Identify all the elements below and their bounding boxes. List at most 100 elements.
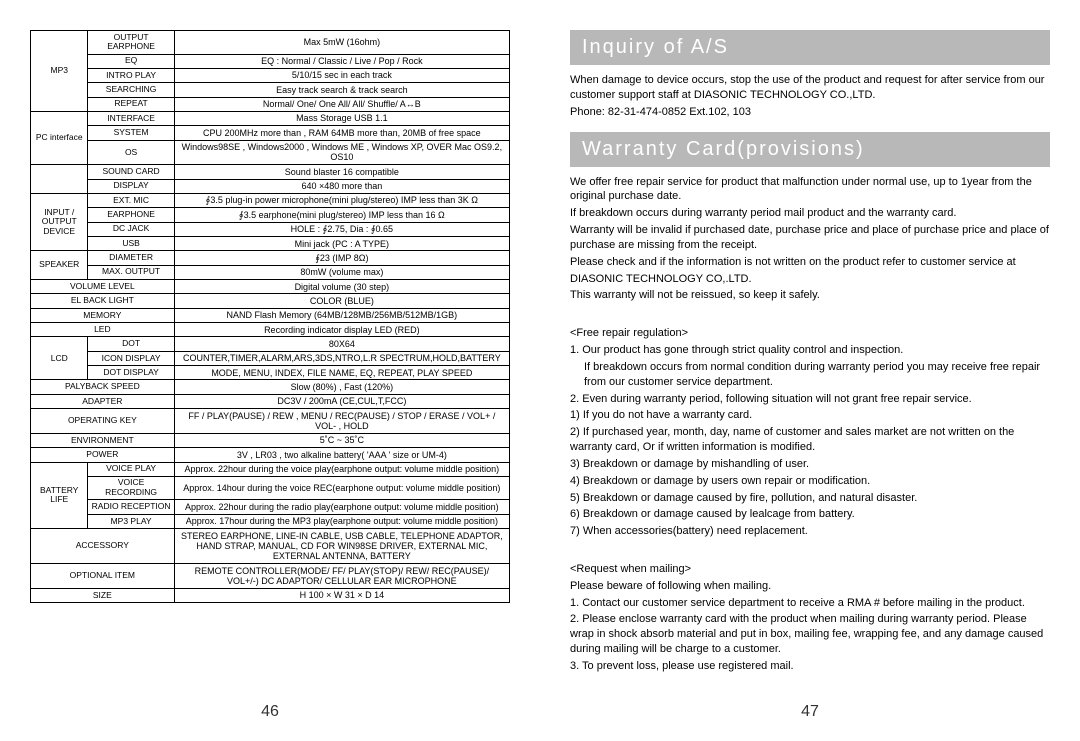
spec-category: LCD <box>31 337 88 380</box>
table-row: SEARCHINGEasy track search & track searc… <box>31 83 510 97</box>
spec-value: ∮23 (IMP 8Ω) <box>174 251 509 265</box>
warranty-body: We offer free repair service for product… <box>570 173 1050 676</box>
inquiry-body: When damage to device occurs, stop the u… <box>570 71 1050 122</box>
spec-value: Digital volume (30 step) <box>174 280 509 294</box>
spec-label: OPTIONAL ITEM <box>31 564 175 589</box>
body-line: Warranty will be invalid if purchased da… <box>570 223 1050 253</box>
spec-value: Slow (80%) , Fast (120%) <box>174 380 509 394</box>
spec-value: Sound blaster 16 compatible <box>174 165 509 179</box>
table-row: DISPLAY640 ×480 more than <box>31 179 510 193</box>
spec-value: ∮3.5 plug-in power microphone(mini plug/… <box>174 193 509 207</box>
section-header-inquiry: Inquiry of A/S <box>570 30 1050 65</box>
body-line: <Free repair regulation> <box>570 326 1050 341</box>
spec-label: MAX. OUTPUT <box>88 265 174 279</box>
spec-label: SYSTEM <box>88 126 174 140</box>
spec-value: Approx. 14hour during the voice REC(earp… <box>174 476 509 500</box>
table-row: ACCESSORYSTEREO EARPHONE, LINE-IN CABLE,… <box>31 529 510 564</box>
table-row: LEDRecording indicator display LED (RED) <box>31 323 510 337</box>
spec-value: Recording indicator display LED (RED) <box>174 323 509 337</box>
spec-label: DC JACK <box>88 222 174 236</box>
table-row: EARPHONE∮3.5 earphone(mini plug/stereo) … <box>31 208 510 222</box>
spec-value: 80mW (volume max) <box>174 265 509 279</box>
spec-category: PC interface <box>31 111 88 164</box>
body-line: 3) Breakdown or damage by mishandling of… <box>570 457 1050 472</box>
spec-value: 640 ×480 more than <box>174 179 509 193</box>
spec-label: ICON DISPLAY <box>88 351 174 365</box>
table-row: SPEAKERDIAMETER∮23 (IMP 8Ω) <box>31 251 510 265</box>
body-line: 1) If you do not have a warranty card. <box>570 408 1050 423</box>
body-line: DIASONIC TECHNOLOGY CO,.LTD. <box>570 272 1050 287</box>
spec-value: Windows98SE , Windows2000 , Windows ME ,… <box>174 140 509 165</box>
spec-category: BATTERY LIFE <box>31 462 88 529</box>
page-number-right: 47 <box>540 703 1080 721</box>
spec-label: ACCESSORY <box>31 529 175 564</box>
spec-label: VOICE PLAY <box>88 462 174 476</box>
table-row: OPTIONAL ITEMREMOTE CONTROLLER(MODE/ FF/… <box>31 564 510 589</box>
body-line: 2. Even during warranty period, followin… <box>570 392 1050 407</box>
spacer <box>570 543 1050 558</box>
spec-value: Approx. 22hour during the radio play(ear… <box>174 500 509 514</box>
spec-value: COUNTER,TIMER,ALARM,ARS,3DS,NTRO,L.R SPE… <box>174 351 509 365</box>
table-row: VOICE RECORDINGApprox. 14hour during the… <box>31 476 510 500</box>
body-line: This warranty will not be reissued, so k… <box>570 288 1050 303</box>
table-row: INPUT / OUTPUT DEVICEEXT. MIC∮3.5 plug-i… <box>31 193 510 207</box>
table-row: PALYBACK SPEEDSlow (80%) , Fast (120%) <box>31 380 510 394</box>
spec-category <box>31 165 88 194</box>
spec-label: RADIO RECEPTION <box>88 500 174 514</box>
body-line: 7) When accessories(battery) need replac… <box>570 524 1050 539</box>
body-line: 2. Please enclose warranty card with the… <box>570 612 1050 657</box>
table-row: OPERATING KEYFF / PLAY(PAUSE) / REW , ME… <box>31 409 510 434</box>
spec-value: NAND Flash Memory (64MB/128MB/256MB/512M… <box>174 308 509 322</box>
table-row: MP3 PLAYApprox. 17hour during the MP3 pl… <box>31 514 510 528</box>
spec-value: REMOTE CONTROLLER(MODE/ FF/ PLAY(STOP)/ … <box>174 564 509 589</box>
spec-label: USB <box>88 237 174 251</box>
body-line: 5) Breakdown or damage caused by fire, p… <box>570 491 1050 506</box>
body-line: 3. To prevent loss, please use registere… <box>570 659 1050 674</box>
page-left: MP3OUTPUT EARPHONEMax 5mW (16ohm)EQEQ : … <box>0 0 540 741</box>
spec-label: EL BACK LIGHT <box>31 294 175 308</box>
table-row: INTRO PLAY5/10/15 sec in each track <box>31 68 510 82</box>
table-row: EL BACK LIGHTCOLOR (BLUE) <box>31 294 510 308</box>
body-line: Please check and if the information is n… <box>570 255 1050 270</box>
body-line: 1. Our product has gone through strict q… <box>570 343 1050 358</box>
spec-value: CPU 200MHz more than , RAM 64MB more tha… <box>174 126 509 140</box>
table-row: MAX. OUTPUT80mW (volume max) <box>31 265 510 279</box>
spec-value: 3V , LR03 , two alkaline battery( 'AAA '… <box>174 448 509 462</box>
spec-value: 5˚C ~ 35˚C <box>174 433 509 447</box>
spacer <box>570 307 1050 322</box>
spec-category: MP3 <box>31 31 88 112</box>
spec-label: DOT <box>88 337 174 351</box>
spec-value: 5/10/15 sec in each track <box>174 68 509 82</box>
spec-label: DIAMETER <box>88 251 174 265</box>
page-number-left: 46 <box>0 703 540 721</box>
table-row: ENVIRONMENT5˚C ~ 35˚C <box>31 433 510 447</box>
body-line: 6) Breakdown or damage caused by lealcag… <box>570 507 1050 522</box>
spec-label: OS <box>88 140 174 165</box>
spec-label: ADAPTER <box>31 394 175 408</box>
spec-label: INTERFACE <box>88 111 174 125</box>
body-line: <Request when mailing> <box>570 562 1050 577</box>
spec-value: Normal/ One/ One All/ All/ Shuffle/ A↔B <box>174 97 509 111</box>
table-row: SOUND CARDSound blaster 16 compatible <box>31 165 510 179</box>
spec-value: DC3V / 200mA (CE,CUL,T,FCC) <box>174 394 509 408</box>
body-line: When damage to device occurs, stop the u… <box>570 73 1050 103</box>
table-row: USBMini jack (PC : A TYPE) <box>31 237 510 251</box>
spec-table: MP3OUTPUT EARPHONEMax 5mW (16ohm)EQEQ : … <box>30 30 510 603</box>
spec-label: DISPLAY <box>88 179 174 193</box>
spec-value: H 100 × W 31 × D 14 <box>174 588 509 602</box>
spec-label: INTRO PLAY <box>88 68 174 82</box>
body-line: If breakdown occurs during warranty peri… <box>570 206 1050 221</box>
spec-value: Mass Storage USB 1.1 <box>174 111 509 125</box>
spec-label: SIZE <box>31 588 175 602</box>
body-line: We offer free repair service for product… <box>570 175 1050 205</box>
body-line: 1. Contact our customer service departme… <box>570 596 1050 611</box>
table-row: LCDDOT80X64 <box>31 337 510 351</box>
body-line: Please beware of following when mailing. <box>570 579 1050 594</box>
table-row: DOT DISPLAYMODE, MENU, INDEX, FILE NAME,… <box>31 366 510 380</box>
table-row: EQEQ : Normal / Classic / Live / Pop / R… <box>31 54 510 68</box>
spec-label: ENVIRONMENT <box>31 433 175 447</box>
spec-value: MODE, MENU, INDEX, FILE NAME, EQ, REPEAT… <box>174 366 509 380</box>
spec-label: EQ <box>88 54 174 68</box>
table-row: DC JACKHOLE : ∮2.75, Dia : ∮0.65 <box>31 222 510 236</box>
table-row: POWER3V , LR03 , two alkaline battery( '… <box>31 448 510 462</box>
